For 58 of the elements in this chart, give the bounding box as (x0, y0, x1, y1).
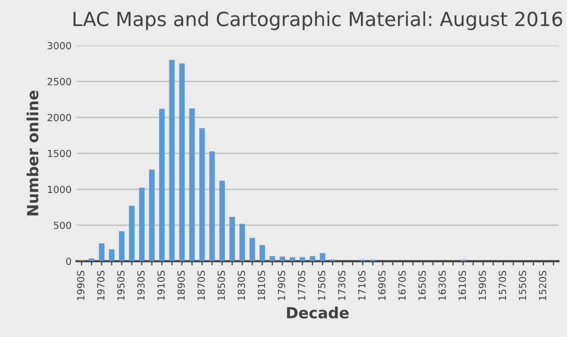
chart-title: LAC Maps and Cartographic Material: August 2016 (74, 11, 562, 30)
x-tick-label: 1950S (117, 270, 125, 300)
bar (239, 224, 245, 262)
bar (280, 256, 286, 262)
x-tick-label: 1910S (157, 270, 165, 300)
bar (159, 108, 165, 262)
bar (320, 253, 326, 262)
x-tick-label: 1690S (378, 270, 386, 300)
bar (290, 257, 296, 262)
x-tick-label: 1790S (278, 270, 286, 300)
x-tick-label: 1930S (137, 270, 145, 300)
x-tick-label: 1890S (177, 270, 185, 300)
bar (118, 231, 124, 262)
y-tick-label: 1000 (48, 186, 72, 194)
x-axis-title: Decade (287, 306, 349, 318)
x-tick-label: 1870S (198, 270, 205, 300)
bar (199, 128, 205, 262)
x-tick-label: 1590S (478, 270, 486, 300)
bar (310, 256, 316, 262)
x-tick-label: 1990S (77, 270, 84, 300)
x-tick-label: 1830S (238, 270, 246, 300)
y-tick-label: 0 (66, 258, 72, 266)
y-tick-label: 2500 (48, 78, 72, 86)
bar (189, 108, 195, 262)
bar (88, 258, 94, 262)
bar (270, 256, 276, 262)
x-tick-label: 1520S (538, 270, 546, 300)
x-tick-label: 1770S (298, 270, 306, 300)
y-axis-title: Number online (26, 90, 38, 216)
x-tick-label: 1570S (498, 270, 506, 300)
y-tick-label: 1500 (48, 150, 72, 158)
x-tick-label: 1750S (318, 270, 326, 300)
y-tick-label: 3000 (48, 42, 72, 50)
x-tick-label: 1710S (358, 270, 366, 300)
x-tick-label: 1630S (438, 270, 446, 300)
x-tick-label: 1550S (518, 270, 526, 300)
x-tick-label: 1970S (97, 270, 104, 300)
bar (219, 180, 225, 262)
bar (229, 216, 235, 262)
bar (169, 60, 175, 262)
bar (209, 151, 215, 262)
y-tick-label: 500 (54, 222, 72, 230)
x-tick-label: 1670S (398, 270, 406, 300)
x-tick-label: 1650S (418, 270, 426, 300)
bar (129, 206, 135, 262)
bar (179, 63, 185, 262)
bar (98, 243, 104, 262)
x-tick-label: 1810S (258, 270, 266, 300)
bar (300, 257, 306, 262)
x-tick-label: 1850S (218, 270, 225, 300)
bar (249, 238, 256, 262)
bar (108, 249, 114, 262)
x-tick-label: 1610S (458, 270, 466, 300)
bar (139, 188, 145, 262)
bar (149, 169, 155, 262)
bar (260, 245, 266, 262)
y-tick-label: 2000 (48, 114, 72, 122)
x-tick-label: 1730S (338, 270, 346, 300)
